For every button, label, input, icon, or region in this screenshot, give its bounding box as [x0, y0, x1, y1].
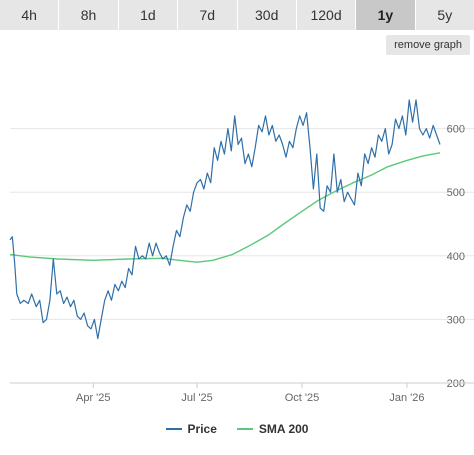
- tab-7d[interactable]: 7d: [178, 0, 238, 30]
- y-tick-label-200: 200: [447, 378, 465, 390]
- tab-30d[interactable]: 30d: [237, 0, 297, 30]
- x-tick-label-1: Jul '25: [181, 392, 212, 404]
- x-tick-label-0: Apr '25: [76, 392, 111, 404]
- y-tick-label-600: 600: [447, 124, 465, 136]
- legend-item-price[interactable]: Price: [165, 422, 217, 436]
- legend-item-sma-200[interactable]: SMA 200: [236, 422, 309, 436]
- tab-4h[interactable]: 4h: [0, 0, 60, 30]
- legend-swatch-price: [165, 428, 182, 430]
- price-line: [9, 99, 441, 340]
- tab-8h[interactable]: 8h: [59, 0, 119, 30]
- y-tick-label-300: 300: [447, 314, 465, 326]
- x-tick-label-3: Jan '26: [389, 392, 424, 404]
- sma-200-line: [9, 152, 441, 263]
- tab-5y[interactable]: 5y: [415, 0, 474, 30]
- timeframe-tabs: 4h 8h 1d 7d 30d 120d 1y 5y: [0, 0, 474, 30]
- legend-swatch-sma-200: [236, 428, 253, 430]
- remove-graph-button[interactable]: remove graph: [386, 35, 470, 55]
- tab-1y[interactable]: 1y: [356, 0, 416, 30]
- legend-label-price: Price: [187, 422, 217, 436]
- legend: Price SMA 200: [0, 418, 474, 440]
- y-tick-label-500: 500: [447, 187, 465, 199]
- x-tick-label-2: Oct '25: [285, 392, 320, 404]
- legend-label-sma-200: SMA 200: [258, 422, 309, 436]
- tab-120d[interactable]: 120d: [296, 0, 357, 30]
- y-tick-label-400: 400: [447, 251, 465, 263]
- tab-1d[interactable]: 1d: [118, 0, 179, 30]
